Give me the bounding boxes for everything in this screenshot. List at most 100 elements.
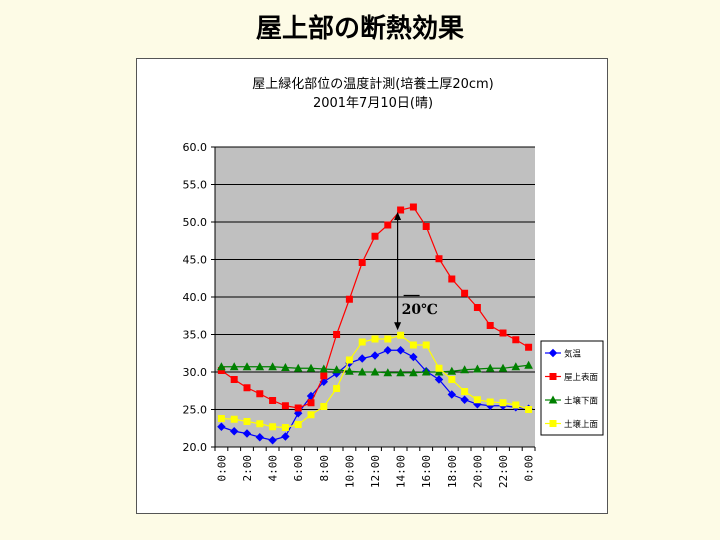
legend-label: 気温: [564, 349, 582, 360]
data-point: [396, 368, 405, 377]
data-point: [473, 304, 481, 311]
data-point: [499, 329, 507, 337]
data-point: [320, 372, 328, 380]
data-point: [255, 362, 265, 371]
y-tick-label: 55.0: [183, 179, 208, 192]
data-point: [294, 404, 302, 412]
y-tick-label: 20.0: [183, 441, 208, 454]
data-point: [332, 365, 341, 374]
annotation-arrowhead-down: [394, 322, 402, 331]
data-point: [269, 423, 277, 431]
y-tick-label: 25.0: [183, 404, 208, 417]
legend-swatch-marker: [548, 348, 558, 358]
legend-item: 気温: [545, 349, 582, 360]
data-point: [320, 403, 328, 410]
x-tick-label: 12:00: [369, 455, 382, 488]
data-point: [281, 362, 290, 371]
difference-annotation: 20℃: [394, 212, 438, 331]
data-point: [268, 436, 277, 445]
x-tick-label: 22:00: [497, 455, 510, 488]
data-point: [524, 360, 533, 369]
legend-item: 土壌上面: [545, 419, 599, 430]
data-point: [435, 364, 443, 372]
data-point: [409, 203, 417, 211]
data-point: [473, 364, 482, 373]
data-point: [357, 354, 367, 363]
data-point: [256, 390, 264, 398]
data-point: [345, 295, 353, 303]
legend-swatch-marker: [549, 420, 557, 427]
data-point: [370, 367, 380, 376]
data-point: [256, 420, 264, 428]
data-point: [422, 341, 430, 349]
data-point: [319, 364, 329, 373]
data-point: [434, 375, 444, 384]
data-point: [525, 406, 533, 413]
data-point: [384, 221, 392, 229]
data-point: [357, 367, 367, 376]
data-point: [485, 363, 495, 372]
chart-frame: 屋上緑化部位の温度計測(培養土厚20cm) 2001年7月10日(晴) 20.0…: [136, 58, 608, 514]
data-point: [243, 418, 251, 425]
data-point: [421, 367, 431, 376]
data-point: [307, 399, 315, 407]
y-tick-label: 60.0: [183, 141, 208, 154]
x-tick-label: 18:00: [446, 455, 459, 488]
data-point: [358, 259, 366, 266]
x-tick-label: 6:00: [292, 455, 305, 482]
data-point: [229, 427, 239, 436]
data-point: [281, 402, 289, 410]
data-point: [345, 356, 353, 364]
data-point: [396, 346, 405, 355]
x-tick-label: 4:00: [267, 455, 280, 482]
data-point: [242, 362, 252, 371]
data-point: [293, 363, 303, 372]
data-point: [268, 362, 277, 371]
data-point: [243, 384, 251, 392]
annotation-label: 20℃: [402, 302, 438, 318]
temperature-chart: 屋上緑化部位の温度計測(培養土厚20cm) 2001年7月10日(晴) 20.0…: [183, 76, 604, 488]
data-point: [512, 336, 520, 344]
data-point: [383, 368, 393, 377]
data-point: [447, 366, 457, 375]
x-tick-label: 0:00: [523, 455, 536, 482]
x-tick-label: 0:00: [215, 455, 228, 482]
data-point: [461, 289, 469, 297]
legend-item: 土壌下面: [545, 395, 599, 407]
data-point: [499, 399, 507, 407]
x-tick-label: 20:00: [471, 455, 484, 488]
legend-item: 屋上表面: [545, 372, 599, 383]
data-point: [371, 335, 379, 343]
legend-label: 土壌下面: [564, 396, 599, 407]
data-point: [307, 411, 315, 419]
data-point: [511, 362, 521, 371]
data-point: [383, 346, 393, 355]
x-tick-label: 16:00: [420, 455, 433, 488]
data-point: [486, 398, 494, 406]
data-point: [371, 232, 379, 240]
data-point: [397, 331, 405, 339]
y-tick-label: 40.0: [183, 291, 208, 304]
data-point: [512, 401, 520, 409]
data-point: [473, 396, 481, 404]
series-2: [217, 203, 533, 412]
legend-box: [540, 340, 604, 436]
x-tick-label: 8:00: [318, 455, 331, 482]
series-4: [217, 331, 533, 431]
data-point: [461, 388, 469, 395]
legend-label: 土壌上面: [564, 419, 599, 430]
data-point: [230, 415, 238, 423]
data-point: [217, 415, 225, 422]
x-tick-label: 2:00: [241, 455, 254, 482]
data-point: [345, 366, 354, 375]
plot-area: 20.0 25.0 30.0 35.0 40.0 45.0 50.0 55.0 60.0 0:00…: [183, 141, 536, 488]
data-point: [230, 376, 238, 383]
legend-swatch-marker: [549, 373, 557, 380]
data-point: [460, 395, 469, 404]
data-point: [269, 397, 277, 404]
data-point: [397, 206, 405, 214]
legend-swatch-marker: [548, 395, 558, 404]
data-point: [242, 429, 252, 438]
data-point: [384, 335, 392, 343]
